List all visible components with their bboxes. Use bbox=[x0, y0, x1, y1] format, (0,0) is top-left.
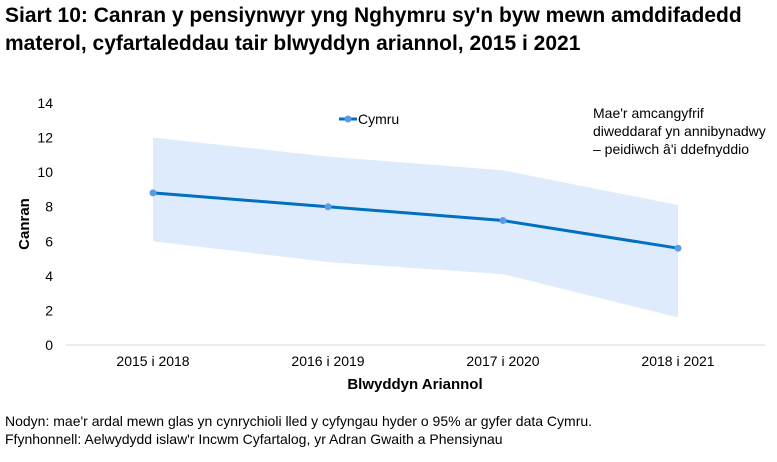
y-tick-label: 0 bbox=[45, 337, 53, 353]
chart-title: Siart 10: Canran y pensiynwyr yng Nghymr… bbox=[5, 4, 742, 55]
data-point bbox=[499, 217, 507, 225]
x-axis-title: Blwyddyn Ariannol bbox=[347, 376, 482, 393]
x-tick-label: 2017 i 2020 bbox=[466, 353, 539, 369]
footnote: Nodyn: mae'r ardal mewn glas yn cynrychi… bbox=[5, 413, 593, 429]
data-point bbox=[149, 189, 157, 197]
annotation: Mae'r amcangyfrif diweddaraf yn annibyna… bbox=[593, 105, 766, 157]
y-tick-label: 4 bbox=[45, 268, 53, 284]
x-tick-label: 2015 i 2018 bbox=[116, 353, 189, 369]
legend-marker bbox=[344, 115, 352, 123]
y-tick-label: 8 bbox=[45, 199, 53, 215]
source: Ffynhonnell: Aelwydydd islaw'r Incwm Cyf… bbox=[5, 431, 503, 447]
series-line-cymru bbox=[152, 191, 679, 250]
y-tick-label: 6 bbox=[45, 233, 53, 249]
x-tick-label: 2016 i 2019 bbox=[291, 353, 364, 369]
y-tick-label: 10 bbox=[37, 164, 53, 180]
x-tick-label: 2018 i 2021 bbox=[641, 353, 714, 369]
y-tick-label: 12 bbox=[37, 130, 53, 146]
y-tick-label: 2 bbox=[45, 302, 53, 318]
legend-label: Cymru bbox=[358, 111, 399, 127]
data-point bbox=[324, 203, 332, 211]
y-axis-title: Canran bbox=[16, 198, 33, 250]
y-tick-label: 14 bbox=[37, 95, 53, 111]
confidence-band bbox=[153, 137, 678, 318]
data-point bbox=[674, 244, 682, 252]
